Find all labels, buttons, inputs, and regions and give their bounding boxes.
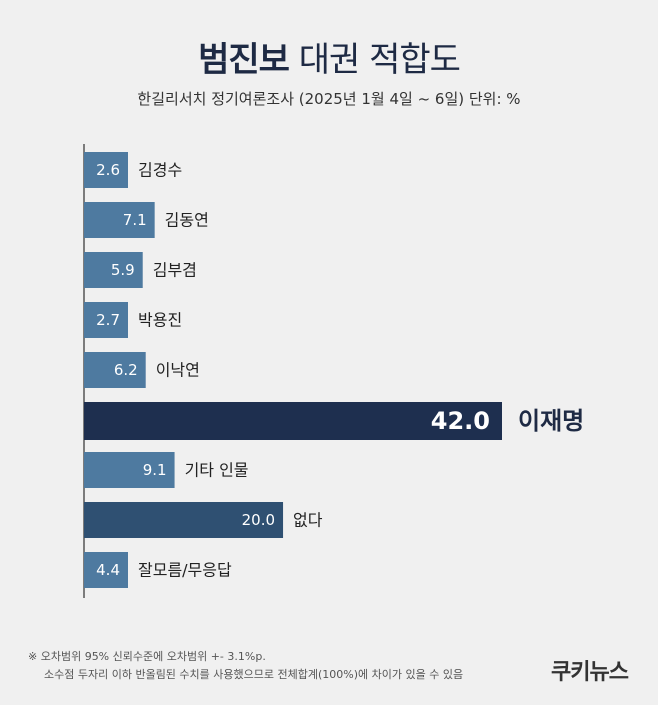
category-label-5: 이재명 bbox=[518, 407, 584, 435]
bar-7 bbox=[84, 502, 284, 538]
bar-2 bbox=[84, 252, 143, 288]
chart-title-rest: 대권 적합도 bbox=[298, 40, 461, 80]
category-label-8: 잘모름/무응답 bbox=[138, 561, 232, 580]
bar-chart: 2.6 김경수 7.1 김동연 5.9 김부겸 2.7 박용진 6.2 이낙연 42.0 이재명 9.1… bbox=[83, 144, 584, 598]
bar-value-label-2: 5.9 bbox=[111, 261, 135, 279]
category-label-0: 김경수 bbox=[138, 161, 182, 180]
bar-value-label-7: 20.0 bbox=[242, 511, 275, 529]
bar-value-label-3: 2.7 bbox=[96, 311, 120, 329]
footnote-line-1: ※ 오차범위 95% 신뢰수준에 오차범위 +- 3.1%p. bbox=[28, 650, 266, 663]
category-label-6: 기타 인물 bbox=[185, 461, 249, 480]
bar-value-label-0: 2.6 bbox=[96, 161, 120, 179]
bar-value-label-5: 42.0 bbox=[431, 407, 490, 435]
bar-3 bbox=[84, 302, 128, 338]
chart-title: 범진보 대권 적합도 bbox=[0, 32, 658, 81]
bar-0 bbox=[84, 152, 128, 188]
bar-1 bbox=[84, 202, 155, 238]
chart-title-bold: 범진보 bbox=[198, 40, 290, 80]
category-label-1: 김동연 bbox=[165, 211, 209, 230]
bar-6 bbox=[84, 452, 175, 488]
brand-logo: 쿠키뉴스 bbox=[551, 660, 629, 685]
chart-subtitle: 한길리서치 정기여론조사 (2025년 1월 4일 ~ 6일) 단위: % bbox=[137, 90, 521, 108]
bar-value-label-4: 6.2 bbox=[114, 361, 138, 379]
category-label-4: 이낙연 bbox=[156, 361, 200, 380]
footnote: ※ 오차범위 95% 신뢰수준에 오차범위 +- 3.1%p. 소수점 두자리 … bbox=[28, 648, 463, 684]
category-label-2: 김부겸 bbox=[153, 261, 197, 280]
bar-8 bbox=[84, 552, 128, 588]
footnote-line-2: 소수점 두자리 이하 반올림된 수치를 사용했으므로 전체합계(100%)에 차… bbox=[44, 668, 464, 681]
category-label-7: 없다 bbox=[293, 511, 323, 530]
bar-4 bbox=[84, 352, 146, 388]
bar-value-label-1: 7.1 bbox=[123, 211, 147, 229]
category-label-3: 박용진 bbox=[138, 311, 182, 330]
bar-value-label-8: 4.4 bbox=[96, 561, 120, 579]
bar-5 bbox=[84, 402, 502, 440]
bar-value-label-6: 9.1 bbox=[143, 461, 167, 479]
